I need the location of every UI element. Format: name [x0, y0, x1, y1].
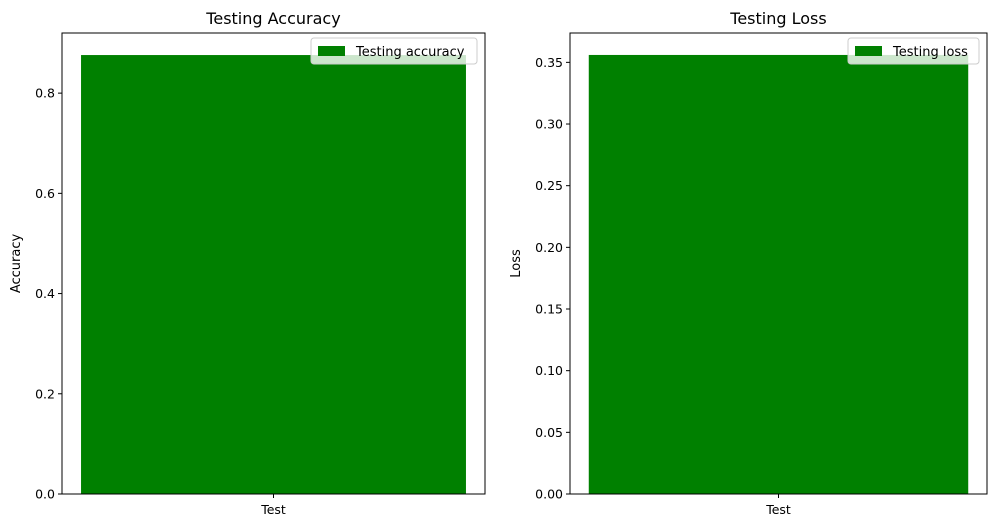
legend-label: Testing loss [892, 45, 968, 60]
subplot-1: Test 0.0 0.2 0.4 0.6 0.8 Testing Accuracy Accur… [9, 9, 486, 517]
y-axis-label: Loss [509, 249, 524, 278]
axes-frame [61, 32, 486, 495]
chart-title: Testing Loss [729, 9, 826, 28]
y-tick-label: 0.8 [35, 86, 55, 101]
y-tick-label: 0.0 [35, 487, 55, 502]
legend-box [847, 37, 980, 65]
y-tick-label: 0.05 [535, 425, 563, 440]
x-tick-label: Test [765, 502, 791, 517]
y-tick-label: 0.30 [535, 117, 563, 132]
bar-test [81, 55, 466, 495]
y-tick-label: 0.2 [35, 386, 55, 401]
y-axis-label: Accuracy [9, 234, 24, 294]
y-tick-label: 0.10 [535, 363, 563, 378]
y-tick-label: 0.4 [35, 286, 55, 301]
legend: Testing loss [847, 37, 980, 65]
legend-swatch [318, 46, 345, 56]
legend-box [310, 37, 478, 65]
y-tick-label: 0.15 [535, 302, 563, 317]
axes-frame [569, 32, 988, 495]
bar-test [588, 54, 969, 494]
legend-swatch [855, 46, 882, 56]
subplot-2: Test 0.00 0.05 0.10 0.15 0.20 0.25 0.30 0.35 Test… [509, 9, 988, 517]
y-tick-label: 0.35 [535, 55, 563, 70]
legend-label: Testing accuracy [355, 45, 465, 60]
y-tick-label: 0.20 [535, 240, 563, 255]
y-tick-label: 0.25 [535, 178, 563, 193]
y-tick-label: 0.6 [35, 186, 55, 201]
y-tick-label: 0.00 [535, 487, 563, 502]
legend: Testing accuracy [310, 37, 478, 65]
chart-title: Testing Accuracy [205, 9, 340, 28]
x-tick-label: Test [260, 502, 286, 517]
